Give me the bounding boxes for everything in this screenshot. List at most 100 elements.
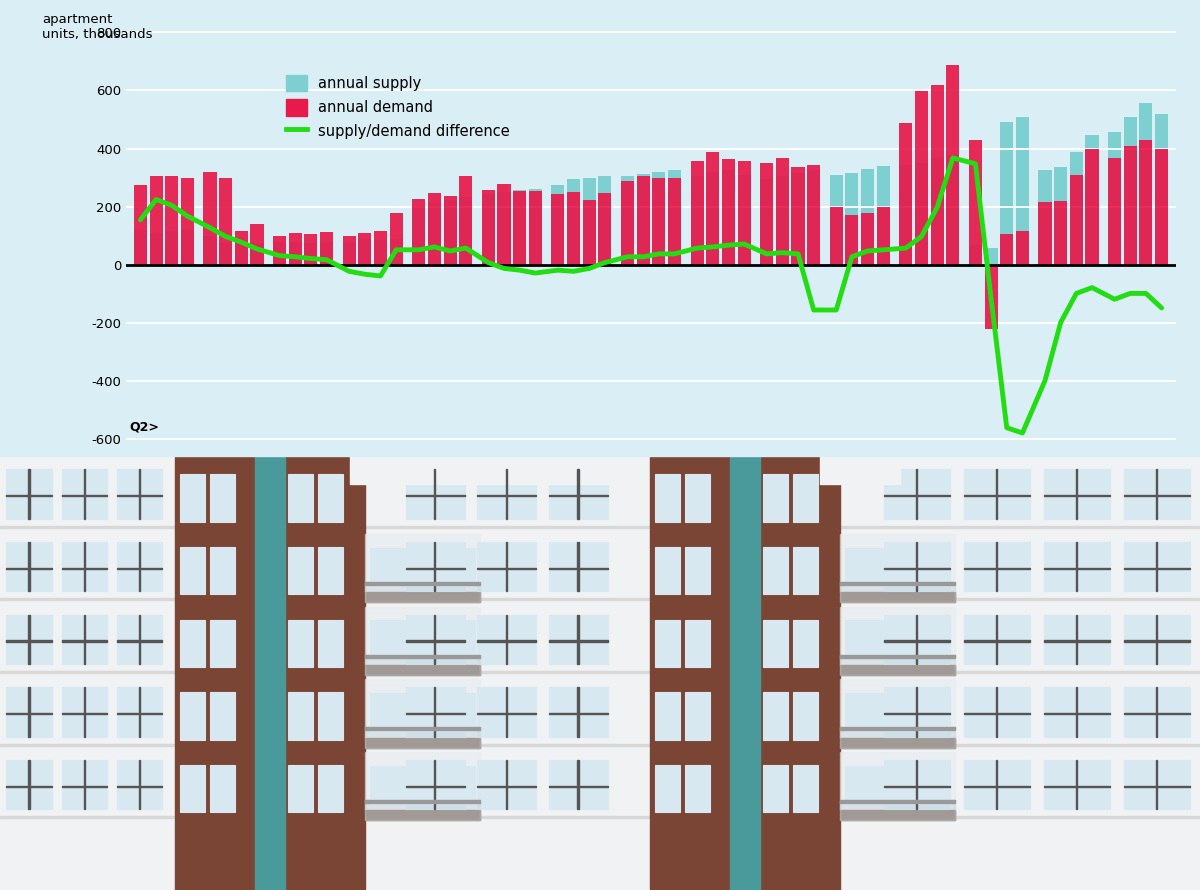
Bar <box>84 614 85 664</box>
Bar <box>498 184 510 265</box>
Bar <box>1044 786 1110 787</box>
Bar <box>406 542 464 591</box>
Bar <box>343 236 355 265</box>
Bar <box>505 614 508 664</box>
Bar <box>365 582 480 603</box>
Bar <box>370 765 475 804</box>
Bar <box>29 469 30 519</box>
Bar <box>118 469 162 519</box>
Bar <box>884 542 950 591</box>
Bar <box>793 474 818 522</box>
Bar <box>583 199 595 265</box>
Bar <box>550 469 608 519</box>
Bar <box>118 568 162 569</box>
Bar <box>965 687 1030 737</box>
Bar <box>61 542 107 591</box>
Bar <box>365 727 480 748</box>
Bar <box>61 469 107 519</box>
Bar <box>840 655 955 675</box>
Bar <box>478 786 536 787</box>
Bar <box>655 692 680 740</box>
Bar <box>668 178 682 265</box>
Bar <box>690 161 703 265</box>
Bar <box>0 671 1200 673</box>
Bar <box>551 185 564 265</box>
Bar <box>210 547 235 595</box>
Bar <box>845 547 950 586</box>
Bar <box>793 619 818 667</box>
Bar <box>965 542 1030 591</box>
Bar <box>318 619 343 667</box>
Bar <box>685 765 710 813</box>
Bar <box>61 786 107 787</box>
Bar <box>931 158 943 265</box>
Bar <box>685 547 710 595</box>
Bar <box>350 433 610 484</box>
Bar <box>412 198 425 265</box>
Bar <box>877 166 890 265</box>
Bar <box>478 713 536 715</box>
Bar <box>318 547 343 595</box>
Bar <box>220 178 233 265</box>
Bar <box>390 213 403 265</box>
Bar <box>320 242 334 265</box>
Bar <box>1124 614 1190 664</box>
Bar <box>577 469 578 519</box>
Bar <box>61 614 107 664</box>
Bar <box>365 534 480 592</box>
Bar <box>1054 201 1067 265</box>
Bar <box>577 687 578 737</box>
Bar <box>256 454 286 890</box>
Bar <box>251 224 264 265</box>
Bar <box>61 760 107 809</box>
Bar <box>1076 469 1078 519</box>
Bar <box>444 196 457 265</box>
Bar <box>840 727 955 748</box>
Bar <box>650 454 730 890</box>
Bar <box>1044 614 1110 664</box>
Bar <box>61 640 107 642</box>
Bar <box>577 542 578 591</box>
Bar <box>668 171 682 265</box>
Bar <box>840 607 955 665</box>
Bar <box>840 582 955 585</box>
Bar <box>722 158 734 265</box>
Bar <box>428 193 440 265</box>
Bar <box>180 692 205 740</box>
Bar <box>139 614 140 664</box>
Bar <box>365 800 480 803</box>
Bar <box>118 614 162 664</box>
Bar <box>210 619 235 667</box>
Bar <box>760 163 773 265</box>
Bar <box>1069 152 1082 265</box>
Bar <box>1044 713 1110 715</box>
Bar <box>1044 469 1110 519</box>
Bar <box>1016 231 1028 265</box>
Bar <box>1001 233 1013 265</box>
Bar <box>514 190 527 265</box>
Bar <box>180 765 205 813</box>
Bar <box>166 231 179 265</box>
Bar <box>916 687 917 737</box>
Bar <box>968 141 982 265</box>
Bar <box>460 176 473 265</box>
Bar <box>365 679 480 738</box>
Bar <box>428 202 440 265</box>
Bar <box>478 542 536 591</box>
Bar <box>840 738 955 748</box>
Bar <box>1124 786 1190 787</box>
Bar <box>738 175 751 265</box>
Bar <box>6 760 52 809</box>
Bar <box>884 713 950 715</box>
Bar <box>6 542 52 591</box>
Bar <box>568 179 580 265</box>
Bar <box>365 655 480 675</box>
Bar <box>763 692 788 740</box>
Bar <box>1156 150 1168 265</box>
Bar <box>139 542 140 591</box>
Bar <box>1156 760 1157 809</box>
Bar <box>1139 141 1152 265</box>
Bar <box>690 176 703 265</box>
Bar <box>1124 687 1190 737</box>
Bar <box>175 454 256 890</box>
